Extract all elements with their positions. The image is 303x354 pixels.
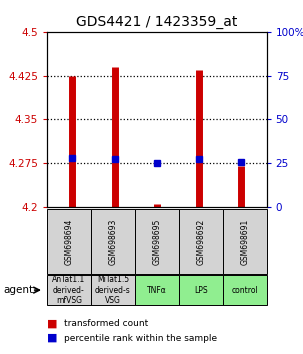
Text: GSM698691: GSM698691: [240, 218, 249, 265]
Text: ■: ■: [47, 333, 58, 343]
Text: agent: agent: [3, 285, 33, 295]
Bar: [135, 209, 179, 274]
Bar: [135, 275, 179, 305]
Text: LPS: LPS: [194, 286, 208, 295]
Text: control: control: [231, 286, 258, 295]
Text: MiTat1.5
derived-s
VSG: MiTat1.5 derived-s VSG: [95, 275, 131, 305]
Text: GSM698694: GSM698694: [65, 218, 73, 265]
Bar: [91, 209, 135, 274]
Bar: [91, 275, 135, 305]
Title: GDS4421 / 1423359_at: GDS4421 / 1423359_at: [76, 16, 238, 29]
Text: ■: ■: [47, 319, 58, 329]
Bar: [47, 275, 91, 305]
Text: AnTat1.1
derived-
mfVSG: AnTat1.1 derived- mfVSG: [52, 275, 85, 305]
Bar: [179, 209, 223, 274]
Text: GSM698693: GSM698693: [108, 218, 117, 265]
Bar: [223, 209, 267, 274]
Text: transformed count: transformed count: [64, 319, 148, 329]
Text: GSM698695: GSM698695: [152, 218, 161, 265]
Text: percentile rank within the sample: percentile rank within the sample: [64, 333, 217, 343]
Text: GSM698692: GSM698692: [196, 218, 205, 265]
Bar: [179, 275, 223, 305]
Bar: [47, 209, 91, 274]
Bar: [223, 275, 267, 305]
Text: TNFα: TNFα: [147, 286, 167, 295]
